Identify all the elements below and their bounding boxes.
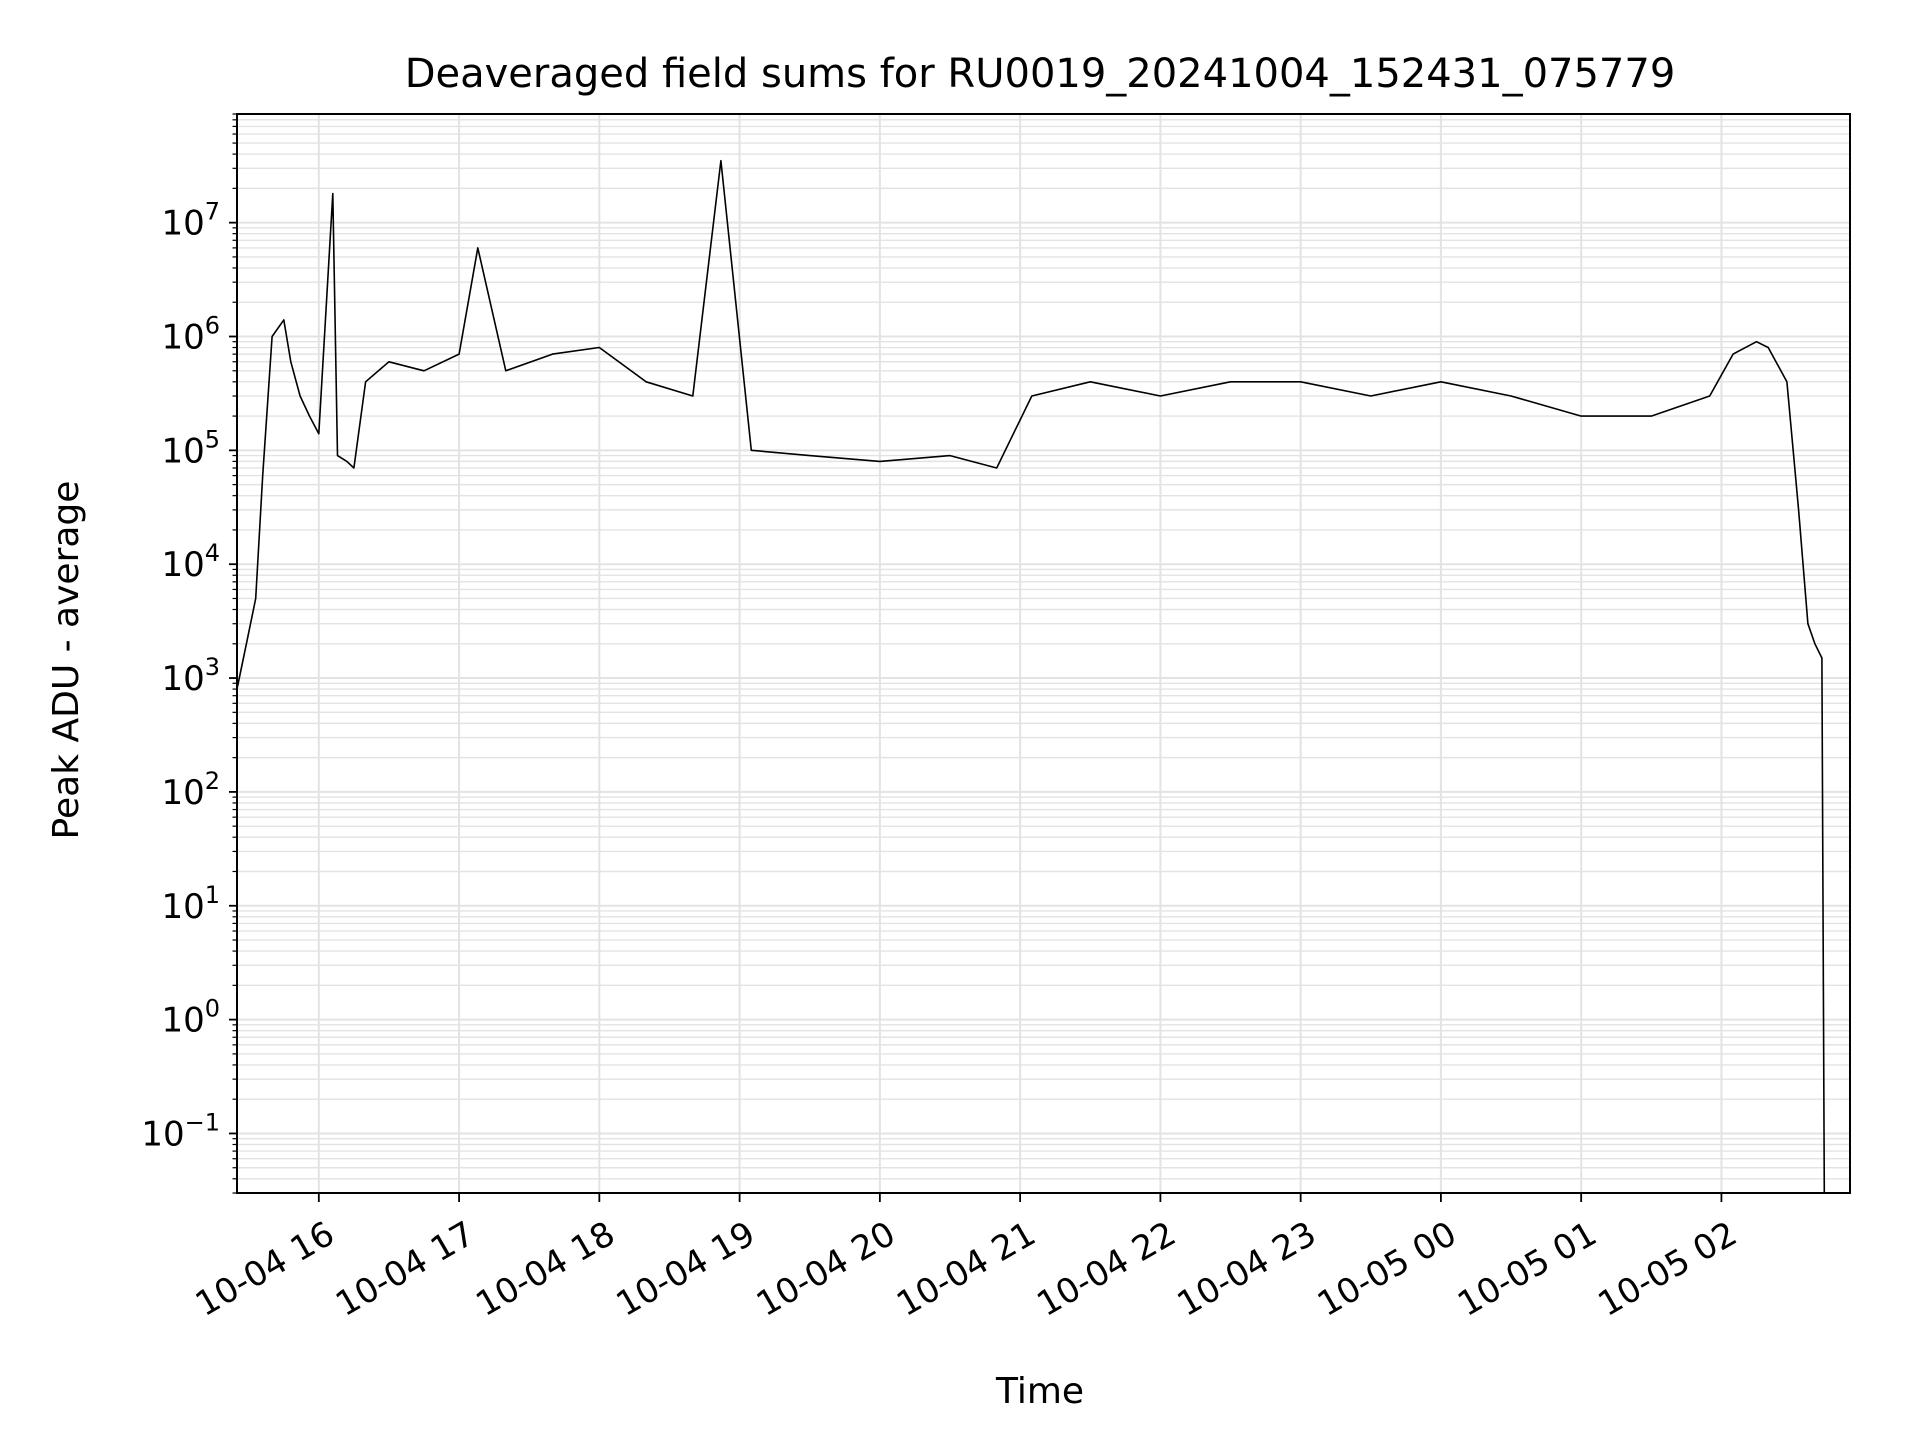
series [236,159,1826,1194]
y-axis-label: Peak ADU - average [46,481,87,840]
y-tick-exponent: 7 [205,198,220,226]
series-line [236,159,1826,1194]
y-tick-exponent: 2 [205,767,220,795]
y-tick-base: 10 [161,773,204,813]
y-tick-label: 104 [161,539,220,585]
y-tick-label: 107 [161,198,220,244]
y-tick-base: 10 [161,204,204,244]
chart-title: Deaveraged field sums for RU0019_2024100… [405,51,1676,97]
y-tick-label: 102 [161,767,220,813]
y-tick-exponent: 1 [205,881,220,909]
y-tick-exponent: 4 [205,539,220,567]
y-tick-exponent: 5 [205,425,220,453]
y-tick-base: 10 [161,887,204,927]
y-tick-base: 10 [161,659,204,699]
y-tick-base: 10 [161,545,204,585]
y-tick-label: 101 [161,881,220,927]
y-tick-label: 100 [161,995,220,1041]
grid [237,113,1850,1194]
y-tick-base: 10 [161,431,204,471]
axes [236,113,1851,1194]
y-tick-exponent: 6 [205,311,220,339]
y-tick-base: 10 [161,317,204,357]
x-axis-label: Time [995,1371,1084,1412]
y-tick-exponent: 0 [205,995,220,1023]
y-tick-label: 10−1 [141,1108,220,1154]
y-tick-exponent: 3 [205,653,220,681]
y-tick-label: 103 [161,653,220,699]
y-tick-exponent: −1 [185,1108,220,1136]
y-tick-base: 10 [141,1114,184,1154]
y-tick-label: 105 [161,425,220,471]
y-tick-label: 106 [161,311,220,357]
y-tick-base: 10 [161,1001,204,1041]
plot-frame [236,113,1851,1194]
